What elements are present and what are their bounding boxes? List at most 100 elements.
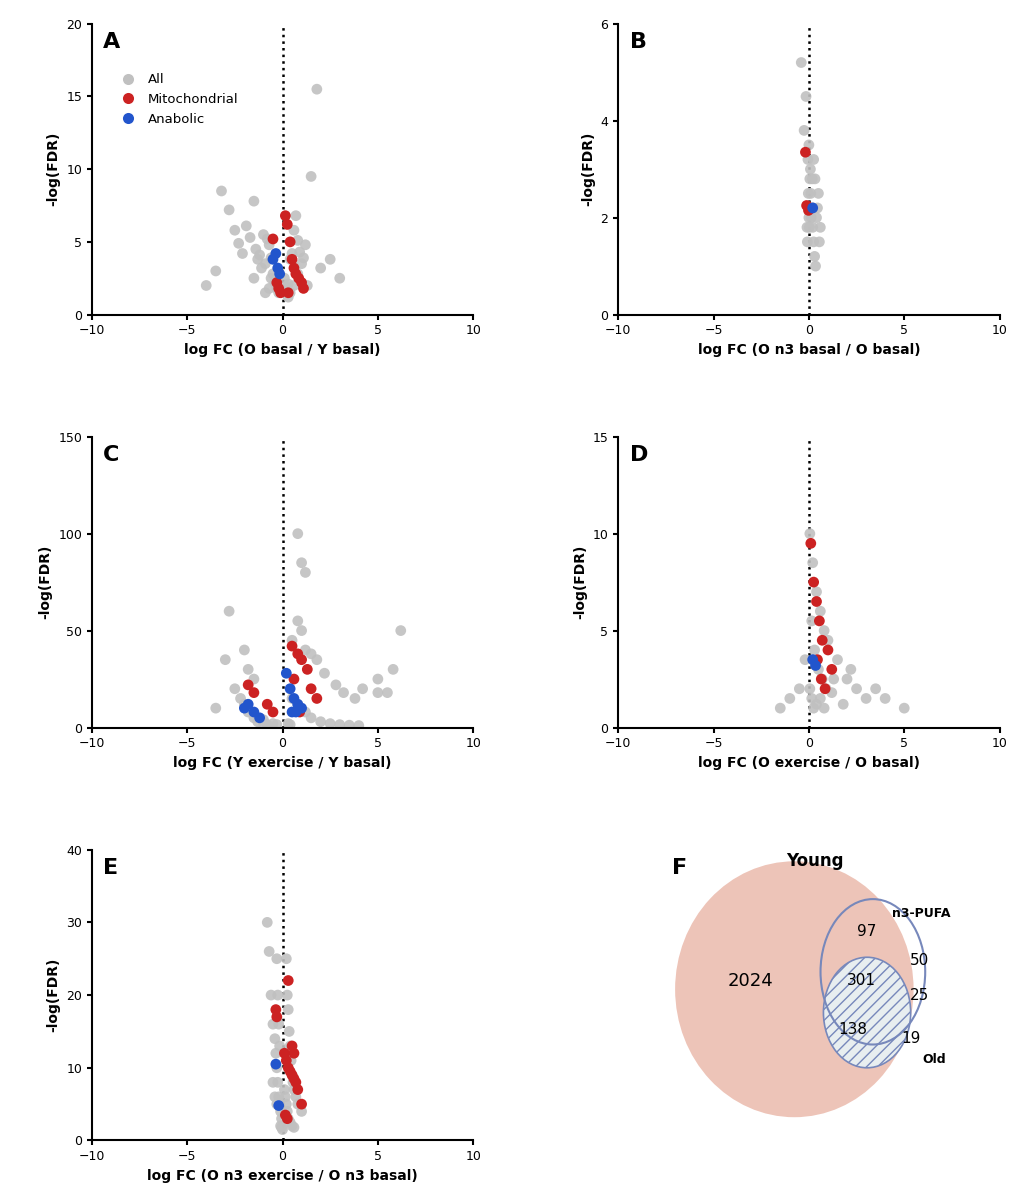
Point: [293, 621, 310, 640]
Point: [819, 631, 836, 650]
Point: [817, 680, 834, 699]
Point: [812, 670, 828, 689]
Point: [281, 283, 298, 302]
Point: [809, 184, 825, 203]
Point: [331, 268, 347, 287]
Point: [246, 670, 262, 689]
Point: [791, 680, 807, 699]
Point: [813, 631, 829, 650]
Point: [819, 640, 836, 659]
Point: [265, 265, 281, 284]
Point: [265, 1015, 281, 1034]
Point: [815, 621, 832, 640]
Point: [281, 1036, 298, 1055]
Point: [303, 708, 319, 727]
Point: [283, 1066, 300, 1085]
Point: [221, 601, 237, 620]
Point: [805, 699, 821, 718]
Legend: All, Mitochondrial, Anabolic: All, Mitochondrial, Anabolic: [110, 68, 244, 131]
Point: [259, 695, 275, 714]
Text: C: C: [103, 446, 119, 466]
Point: [283, 637, 300, 656]
Point: [804, 198, 820, 217]
Point: [815, 699, 832, 718]
Point: [781, 689, 797, 708]
Point: [285, 670, 302, 689]
Point: [226, 221, 243, 240]
Point: [866, 680, 882, 699]
Point: [217, 650, 233, 669]
Point: [351, 716, 367, 735]
Point: [800, 201, 816, 220]
X-axis label: log FC (Y exercise / Y basal): log FC (Y exercise / Y basal): [173, 756, 391, 770]
Point: [804, 198, 820, 217]
Point: [265, 249, 281, 268]
Point: [803, 198, 819, 217]
Point: [798, 196, 814, 215]
Point: [289, 1094, 306, 1113]
Point: [283, 689, 300, 708]
Point: [267, 244, 283, 263]
Point: [799, 150, 815, 169]
Point: [813, 670, 829, 689]
Point: [316, 664, 332, 683]
Point: [293, 273, 310, 292]
Point: [293, 554, 310, 573]
Point: [293, 699, 310, 718]
Point: [276, 1044, 292, 1063]
Point: [246, 268, 262, 287]
Point: [822, 659, 839, 678]
Point: [252, 708, 268, 727]
Point: [278, 278, 294, 297]
Point: [246, 191, 262, 210]
Point: [268, 1094, 284, 1113]
Point: [280, 274, 297, 293]
Point: [290, 268, 307, 287]
Point: [384, 659, 400, 678]
Point: [263, 986, 279, 1005]
Point: [293, 650, 310, 669]
Text: n3-PUFA: n3-PUFA: [891, 908, 949, 921]
Point: [299, 659, 315, 678]
Point: [272, 1117, 288, 1136]
Point: [289, 695, 306, 714]
Point: [259, 912, 275, 931]
Ellipse shape: [675, 861, 913, 1117]
Point: [267, 1000, 283, 1019]
Y-axis label: -log(FDR): -log(FDR): [39, 545, 53, 619]
Point: [268, 715, 284, 734]
Point: [303, 168, 319, 187]
Point: [253, 259, 269, 278]
Point: [303, 644, 319, 663]
Point: [297, 640, 313, 659]
Point: [261, 279, 277, 298]
Point: [281, 249, 298, 268]
Point: [280, 283, 297, 302]
Point: [800, 135, 816, 154]
Point: [808, 592, 824, 611]
Point: [312, 713, 328, 732]
Point: [285, 259, 302, 278]
Point: [239, 702, 256, 721]
Point: [263, 268, 279, 287]
Point: [239, 659, 256, 678]
Point: [273, 1110, 289, 1129]
Point: [255, 714, 271, 733]
Point: [803, 689, 819, 708]
Point: [808, 695, 824, 714]
Point: [283, 1066, 300, 1085]
Point: [810, 612, 826, 631]
Point: [281, 1022, 298, 1041]
Point: [281, 1062, 298, 1081]
Point: [277, 1087, 293, 1106]
Point: [322, 249, 338, 268]
Text: 138: 138: [838, 1023, 866, 1037]
Point: [303, 680, 319, 699]
Point: [804, 217, 820, 236]
Point: [278, 664, 294, 683]
Point: [876, 689, 893, 708]
Point: [309, 80, 325, 99]
Point: [808, 582, 824, 601]
Point: [261, 235, 277, 254]
Point: [280, 1110, 297, 1129]
